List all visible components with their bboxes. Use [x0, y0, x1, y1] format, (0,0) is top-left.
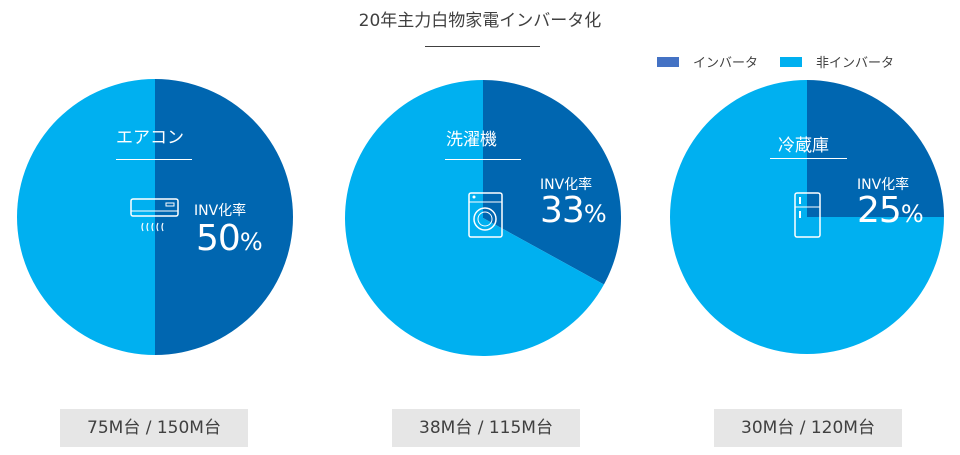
title-underline [425, 46, 540, 47]
pie-label-rule [445, 159, 521, 160]
inv-rate-label: INV化率 [857, 177, 910, 193]
refrigerator-icon [794, 192, 821, 238]
legend-label: インバータ [693, 56, 759, 71]
units-washer: 38M台 / 115M台 [392, 409, 580, 447]
units-fridge: 30M台 / 120M台 [714, 409, 902, 447]
pct-sign: % [583, 200, 607, 228]
legend: インバータ 非インバータ [657, 52, 916, 71]
pie-slice-inverter [155, 79, 293, 355]
pie-label-rule [770, 158, 847, 159]
air-conditioner-icon [130, 198, 179, 232]
legend-item-non-inverter: 非インバータ [780, 52, 894, 71]
pie-slice-inverter [483, 80, 622, 285]
pct-number: 50 [196, 218, 241, 259]
inv-rate-label: INV化率 [540, 177, 593, 193]
pie-label-fridge: 冷蔵庫 [778, 136, 829, 156]
pie-label-washer: 洗濯機 [446, 130, 497, 150]
units-aircon: 75M台 / 150M台 [60, 409, 248, 447]
inv-rate-value: 50% [196, 218, 263, 259]
legend-item-inverter: インバータ [657, 52, 758, 71]
washing-machine-icon [468, 192, 503, 238]
pie-slice-non-inverter [17, 79, 155, 355]
pct-sign: % [900, 200, 924, 228]
pie-label-aircon: エアコン [116, 128, 184, 148]
inv-rate-label: INV化率 [194, 203, 247, 219]
pie-slice-inverter [807, 80, 944, 217]
pie-label-rule [116, 159, 192, 160]
chart-title: 20年主力白物家電インバータ化 [358, 11, 602, 31]
pct-number: 25 [857, 190, 902, 231]
legend-label: 非インバータ [816, 56, 895, 71]
pct-sign: % [239, 228, 263, 256]
legend-swatch-inverter [657, 56, 679, 67]
inv-rate-value: 25% [857, 190, 924, 231]
pct-number: 33 [540, 190, 585, 231]
inv-rate-value: 33% [540, 190, 607, 231]
pie-slice-non-inverter [670, 80, 944, 354]
legend-swatch-non-inverter [780, 56, 803, 67]
